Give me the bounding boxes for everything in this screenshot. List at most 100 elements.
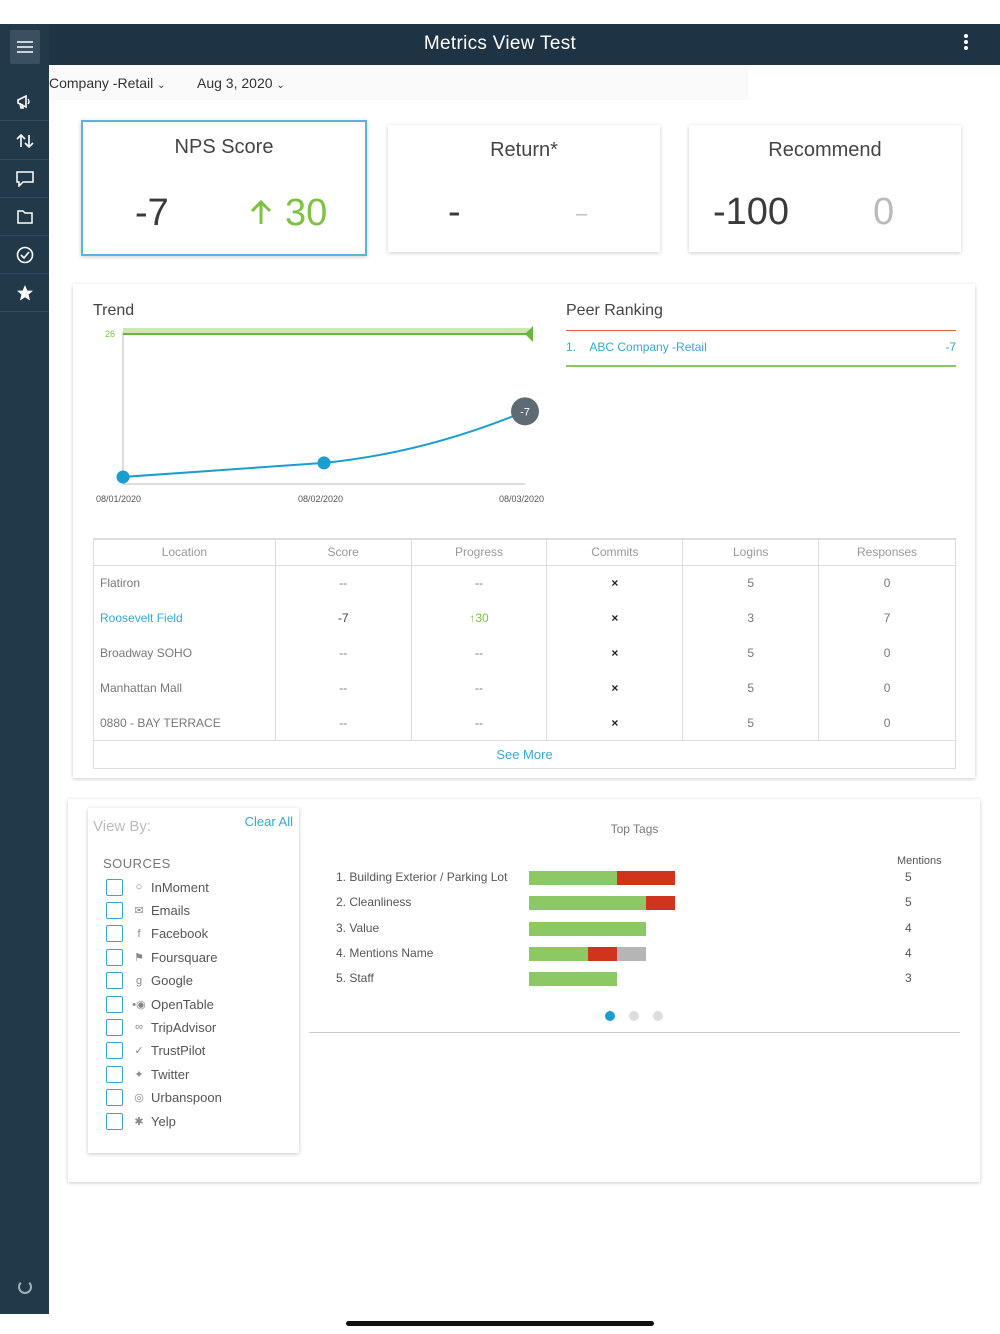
clear-all-button[interactable]: Clear All	[244, 814, 293, 829]
twitter-icon: ✦	[134, 1068, 144, 1081]
column-header[interactable]: Progress	[410, 538, 548, 566]
kpi-value: -	[448, 191, 461, 233]
source-checkbox[interactable]	[106, 901, 123, 919]
tag-bar[interactable]	[529, 896, 676, 911]
source-option[interactable]: ⚑ Foursquare	[106, 947, 217, 967]
arrow-up-icon: ↑	[469, 610, 476, 625]
source-checkbox[interactable]	[106, 925, 123, 943]
source-checkbox[interactable]	[106, 1065, 123, 1083]
source-option[interactable]: ◎ Urbanspoon	[106, 1088, 222, 1108]
source-option[interactable]: f Facebook	[106, 924, 208, 944]
source-checkbox[interactable]	[106, 1089, 123, 1107]
trend-title: Trend	[93, 302, 135, 319]
tag-bar[interactable]	[529, 871, 676, 885]
loading-spinner-icon	[18, 1280, 32, 1294]
location-table: Location Score Progress Commits Logins R…	[93, 538, 956, 740]
source-checkbox[interactable]	[106, 1042, 123, 1060]
source-option[interactable]: ○ InMoment	[106, 877, 209, 897]
company-filter[interactable]: Company -Retail ⌄	[49, 75, 166, 91]
commits-cell: ×	[546, 565, 684, 600]
tag-label: 3. Value	[336, 920, 380, 935]
tag-label: 1. Building Exterior / Parking Lot	[336, 870, 508, 884]
source-checkbox[interactable]	[106, 878, 123, 896]
pagination-dot[interactable]	[653, 1011, 663, 1021]
tag-bar[interactable]	[529, 972, 617, 987]
source-checkbox[interactable]	[106, 1112, 123, 1130]
tag-bar-positive	[529, 921, 647, 936]
tag-bar[interactable]	[529, 921, 647, 936]
trend-series-line	[122, 410, 526, 478]
target-marker	[525, 326, 533, 342]
trustpilot-icon: ✓	[134, 1045, 144, 1058]
chat-icon[interactable]	[0, 160, 49, 198]
mention-count: 5	[905, 870, 912, 884]
pagination-dot[interactable]	[629, 1011, 639, 1021]
tag-bar-negative	[616, 871, 676, 885]
sources-label: SOURCES	[103, 856, 171, 871]
target-label: 26	[105, 329, 115, 339]
tag-bar-positive	[529, 946, 588, 961]
commits-cell: ×	[546, 635, 684, 670]
column-header[interactable]: Responses	[818, 538, 956, 566]
tag-bar[interactable]	[529, 946, 647, 961]
sidebar	[0, 24, 49, 1314]
foursquare-icon: ⚑	[134, 951, 144, 964]
kpi-card-return[interactable]: Return* - –	[388, 125, 660, 252]
source-option[interactable]: ✱ Yelp	[106, 1111, 176, 1131]
home-indicator	[346, 1321, 654, 1326]
star-icon[interactable]	[0, 274, 49, 312]
tag-label: 2. Cleanliness	[336, 895, 412, 910]
see-more-button[interactable]: See More	[93, 740, 956, 769]
megaphone-icon[interactable]	[0, 83, 49, 121]
table-row[interactable]: Roosevelt Field -7 ↑30 × 3 7	[93, 600, 956, 635]
source-checkbox[interactable]	[106, 995, 123, 1013]
source-option[interactable]: ✓ TrustPilot	[106, 1041, 205, 1061]
source-label: Emails	[151, 902, 191, 918]
kpi-change: 0	[873, 191, 895, 233]
kpi-title: Recommend	[768, 139, 882, 161]
peer-ranking-item[interactable]: 1. ABC Company -Retail -7	[566, 340, 956, 354]
source-option[interactable]: ✦ Twitter	[106, 1064, 189, 1084]
table-row[interactable]: Manhattan Mall -- -- × 5 0	[93, 670, 956, 705]
opentable-icon: •◉	[132, 998, 146, 1011]
progress-cell: --	[410, 635, 548, 670]
logins-cell: 5	[682, 565, 820, 600]
kpi-card-recommend[interactable]: Recommend -100 0	[689, 125, 961, 252]
column-header[interactable]: Commits	[546, 538, 684, 566]
sort-arrows-icon[interactable]	[0, 122, 49, 160]
score-cell: -7	[274, 600, 412, 635]
column-header[interactable]: Location	[93, 538, 276, 566]
column-header[interactable]: Score	[274, 538, 412, 566]
more-options-icon[interactable]	[962, 34, 970, 54]
source-option[interactable]: ∞ TripAdvisor	[106, 1017, 216, 1037]
source-checkbox[interactable]	[106, 972, 123, 990]
date-filter[interactable]: Aug 3, 2020 ⌄	[197, 75, 285, 91]
location-name-link[interactable]: Roosevelt Field	[93, 600, 276, 635]
hamburger-menu-icon[interactable]	[10, 30, 40, 64]
pagination-dot[interactable]	[605, 1011, 615, 1021]
check-circle-icon[interactable]	[0, 236, 49, 274]
source-option[interactable]: •◉ OpenTable	[106, 994, 214, 1014]
source-checkbox[interactable]	[106, 1018, 123, 1036]
source-option[interactable]: ✉ Emails	[106, 900, 190, 920]
company-filter-label: Company -Retail	[49, 75, 154, 91]
arrow-up-icon	[249, 198, 273, 231]
responses-cell: 0	[818, 635, 956, 670]
table-row[interactable]: Broadway SOHO -- -- × 5 0	[93, 635, 956, 670]
x-tick-label: 08/02/2020	[298, 494, 344, 504]
responses-cell: 0	[818, 670, 956, 705]
table-row[interactable]: Flatiron -- -- × 5 0	[93, 565, 956, 600]
table-row[interactable]: 0880 - BAY TERRACE -- -- × 5 0	[93, 705, 956, 740]
progress-cell: ↑30	[410, 600, 548, 635]
location-name: Flatiron	[93, 565, 276, 600]
source-checkbox[interactable]	[106, 948, 123, 966]
column-header[interactable]: Logins	[682, 538, 820, 566]
kpi-card-nps[interactable]: NPS Score -7 30	[81, 120, 367, 256]
kpi-title: Return*	[490, 139, 558, 161]
folder-icon[interactable]	[0, 198, 49, 236]
source-option[interactable]: g Google	[106, 971, 193, 991]
emails-icon: ✉	[134, 904, 144, 917]
location-name: Manhattan Mall	[93, 670, 276, 705]
page-title: Metrics View Test	[423, 33, 577, 54]
peer-ranking-top-divider	[566, 330, 956, 331]
